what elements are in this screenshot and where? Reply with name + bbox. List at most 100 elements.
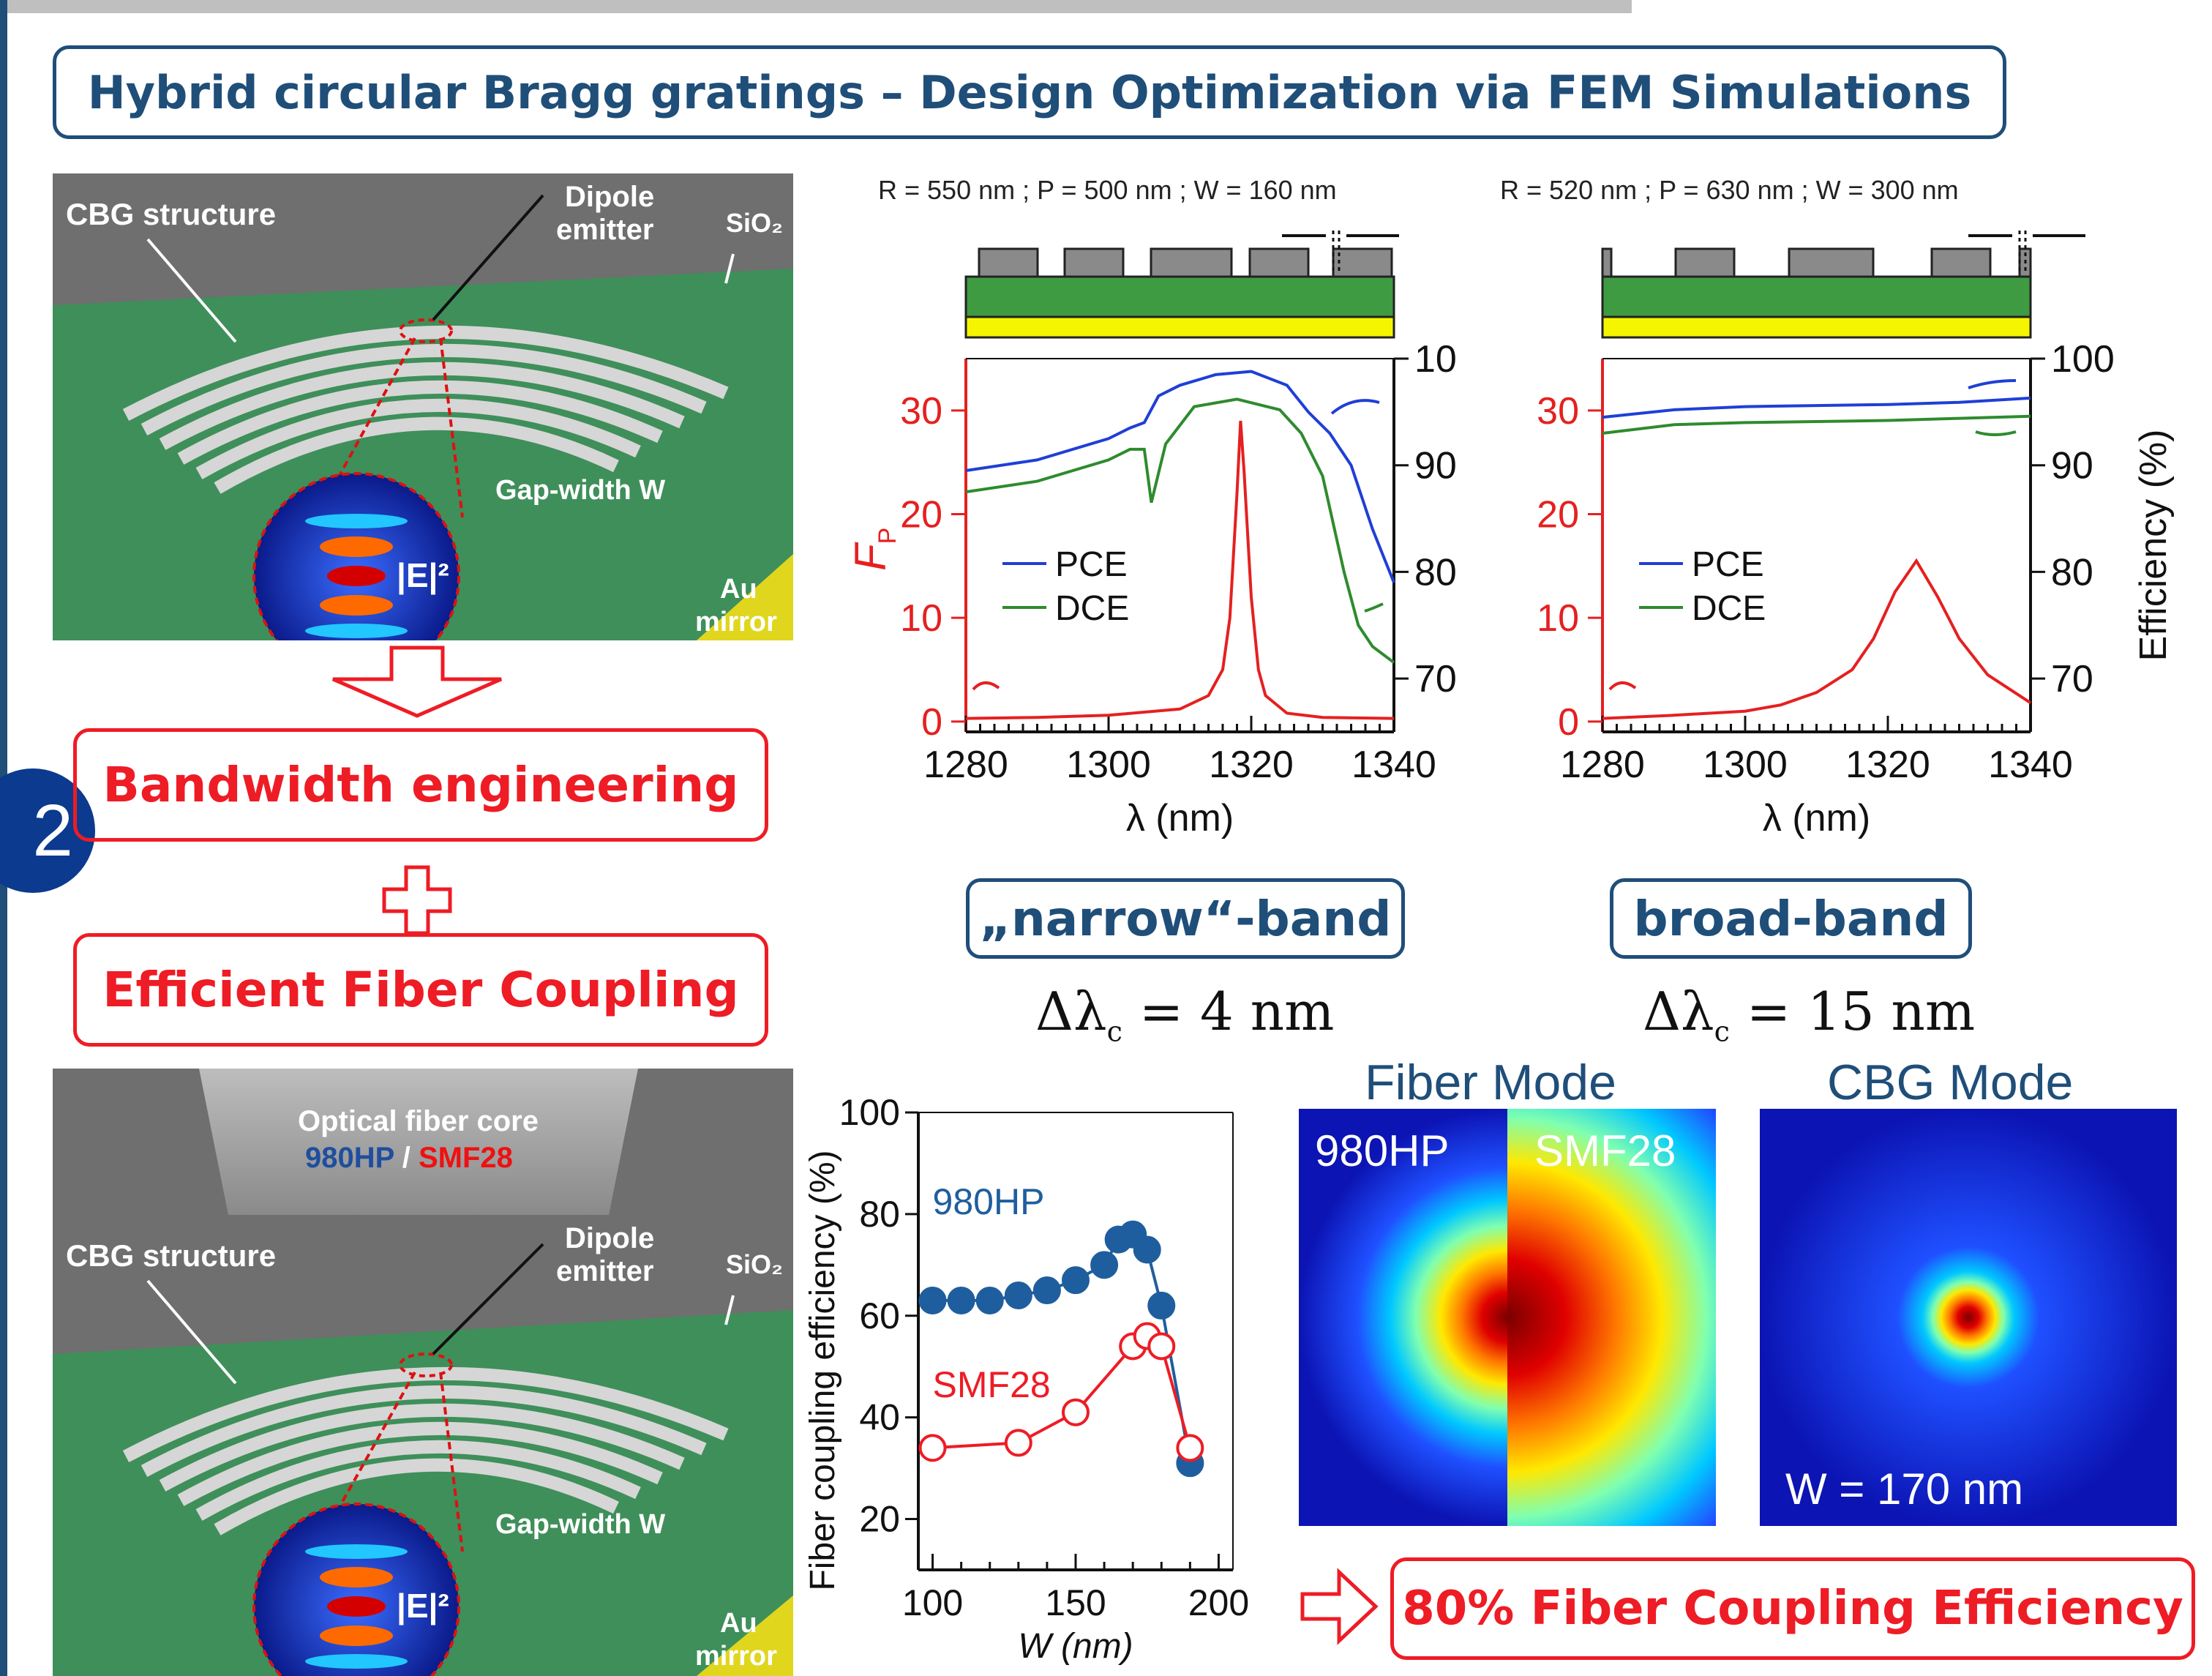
x-tick-label: 1280 <box>1560 744 1645 786</box>
y-right-tick-label: 100 <box>2051 338 2115 381</box>
y-right-axis-title: Efficiency (%) <box>2132 430 2175 662</box>
gap-width-label: Gap-width W <box>495 475 665 506</box>
grating-ring <box>978 247 1039 278</box>
y-right-tick-label: 100 <box>1414 338 1456 381</box>
x-tick-label: 1320 <box>1845 744 1930 786</box>
mirror-label: mirror <box>695 1641 777 1672</box>
y-right-tick-label: 70 <box>2051 658 2093 700</box>
dipole-label-line1: Dipole <box>565 181 654 213</box>
x-tick-label: 1300 <box>1703 744 1788 786</box>
fiber-type-separator: / <box>394 1142 419 1174</box>
x-tick-label: 100 <box>902 1582 963 1623</box>
y-tick-label: 80 <box>859 1194 900 1235</box>
legend-label-dce: DCE <box>1692 589 1766 628</box>
fiber-coupling-chart: 100 150 200 20 40 60 80 100 W (nm) Fiber coupling… <box>803 1092 1249 1666</box>
y-tick-label: 100 <box>839 1092 900 1133</box>
y-right-tick-label: 90 <box>1414 445 1456 487</box>
cross-section-substrate <box>1601 275 2032 318</box>
fiber-mode-image: 980HP SMF28 <box>1299 1109 1716 1526</box>
y-axis-title: Fiber coupling efficiency (%) <box>803 1150 842 1590</box>
axis-indicator-arrow <box>1364 602 1384 613</box>
data-point-980hp <box>1147 1291 1176 1320</box>
y-left-tick-label: 10 <box>900 597 942 640</box>
axis-indicator-arrow <box>1975 430 2017 436</box>
broad-band-label: broad-band <box>1633 890 1949 947</box>
legend-label-dce: DCE <box>1055 589 1129 628</box>
cbg-structure-label: CBG structure <box>66 1238 276 1273</box>
y-left-tick-label: 20 <box>1537 494 1579 536</box>
fiber-mode-title: Fiber Mode <box>1365 1055 1616 1110</box>
structure-parameters: R = 520 nm ; P = 630 nm ; W = 300 nm <box>1500 175 1959 205</box>
data-point-smf28 <box>1062 1398 1090 1426</box>
x-tick-label: 1340 <box>1351 744 1436 786</box>
field-intensity-label: |E|² <box>397 556 449 594</box>
y-left-tick-label: 0 <box>1558 701 1579 744</box>
cbg-fiber-render-bottom: Optical fiber core 980HP / SMF28 CBG str… <box>53 1069 793 1676</box>
sio2-label: SiO₂ <box>726 1249 783 1279</box>
top-divider-bar <box>0 0 1632 13</box>
x-axis-title: W (nm) <box>1018 1627 1133 1666</box>
narrow-band-label: „narrow“-band <box>979 890 1392 947</box>
data-point-smf28 <box>1176 1434 1204 1462</box>
page-title: Hybrid circular Bragg gratings – Design … <box>87 65 1972 119</box>
x-tick-label: 1280 <box>923 744 1008 786</box>
cross-section-gold-mirror <box>1601 315 2032 339</box>
broad-delta-sub: c <box>1714 1015 1730 1048</box>
y-tick-label: 20 <box>859 1499 900 1540</box>
x-axis-title: λ (nm) <box>1763 797 1870 839</box>
data-point-980hp <box>918 1286 947 1314</box>
data-point-980hp <box>1062 1266 1090 1295</box>
series-line-dce <box>1602 414 2031 435</box>
x-tick-label: 1340 <box>1988 744 2073 786</box>
dipole-label-line1: Dipole <box>565 1222 654 1254</box>
y-tick-label: 60 <box>859 1295 900 1336</box>
fiber-coupling-label: Efficient Fiber Coupling <box>102 962 739 1018</box>
spectrum-chart-broad: R = 520 nm ; P = 630 nm ; W = 300 nm 1280… <box>1500 175 2175 839</box>
broad-delta: Δλc = 15 nm <box>1643 981 1975 1047</box>
x-tick-label: 150 <box>1045 1582 1106 1623</box>
cross-section-gold-mirror <box>964 315 1395 339</box>
x-tick-label: 1320 <box>1209 744 1294 786</box>
y-left-axis-title: FP <box>846 528 901 571</box>
series-line-fp <box>965 420 1395 720</box>
narrow-delta: Δλc = 4 nm <box>1035 981 1334 1047</box>
grating-ring <box>1930 247 1992 278</box>
fiber-type-smf28: SMF28 <box>419 1142 513 1174</box>
grating-ring <box>1332 247 1393 278</box>
cbg-structure-label: CBG structure <box>66 197 276 231</box>
series-label-980hp: 980HP <box>933 1181 1045 1222</box>
x-tick-label: 200 <box>1188 1582 1249 1623</box>
result-label: 80% Fiber Coupling Efficiency <box>1402 1582 2183 1636</box>
cbg-mode-image: W = 170 nm <box>1760 1109 2177 1526</box>
section-number-badge: 2 <box>0 768 95 893</box>
plus-icon <box>382 865 452 935</box>
dipole-label-line2: emitter <box>556 1255 653 1287</box>
data-point-980hp <box>1032 1276 1061 1305</box>
y-left-title-main: F <box>846 542 895 571</box>
data-point-980hp <box>975 1286 1004 1314</box>
title-box: Hybrid circular Bragg gratings – Design … <box>53 45 2006 139</box>
grating-ring <box>1063 247 1125 278</box>
mode-label-980hp: 980HP <box>1315 1126 1449 1175</box>
axis-indicator-arrow <box>1968 379 2017 389</box>
narrow-delta-symbol: Δλ <box>1035 981 1107 1042</box>
y-right-tick-label: 80 <box>2051 551 2093 594</box>
y-right-tick-label: 70 <box>1414 658 1456 700</box>
data-point-980hp <box>1004 1282 1032 1309</box>
y-tick-label: 40 <box>859 1397 900 1438</box>
axis-indicator-arrow <box>1330 399 1380 415</box>
axis-indicator-arrow <box>1608 681 1637 691</box>
data-point-980hp <box>1090 1251 1119 1279</box>
result-box: 80% Fiber Coupling Efficiency <box>1390 1557 2195 1660</box>
bandwidth-box: Bandwidth engineering <box>73 728 768 842</box>
grating-ring <box>1248 247 1310 278</box>
y-left-tick-label: 0 <box>921 701 942 744</box>
y-left-title-sub: P <box>874 528 901 545</box>
series-line-pce <box>1602 396 2031 419</box>
series-line-fp <box>1602 558 2032 720</box>
gap-width-label: Gap-width W <box>495 1509 665 1540</box>
cbg-render-top: CBG structure Dipole emitter SiO₂ |E|² G… <box>53 173 793 640</box>
series-label-smf28: SMF28 <box>933 1364 1051 1405</box>
fiber-type-980hp: 980HP <box>305 1142 394 1174</box>
legend-label-pce: PCE <box>1055 545 1128 584</box>
